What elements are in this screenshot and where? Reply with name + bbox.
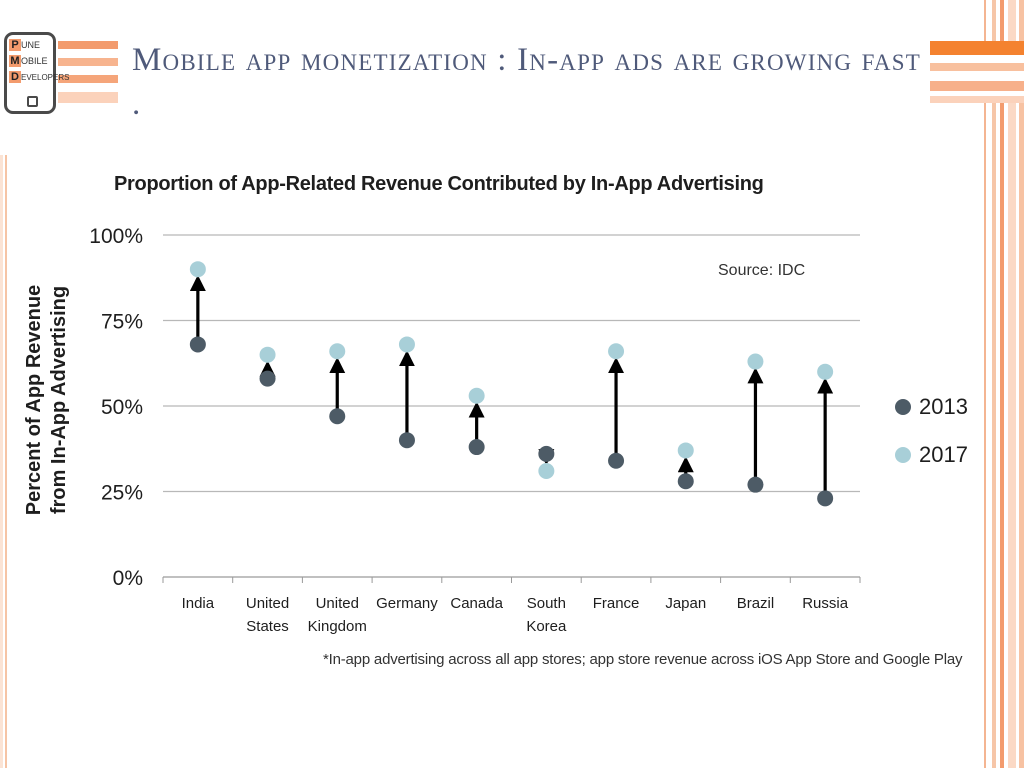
x-tick-label-line: United (316, 595, 359, 612)
y-tick-label: 0% (113, 567, 143, 590)
phone-button-icon (27, 96, 38, 107)
x-tick-label: Brazil (737, 595, 775, 612)
legend-label-2017: 2017 (919, 442, 968, 467)
x-tick-label: United States (246, 595, 289, 635)
data-point-2017 (189, 261, 206, 278)
x-tick-label-line: Brazil (737, 595, 775, 612)
left-decorative-stripes (0, 155, 10, 768)
x-tick-label-line: South (527, 595, 566, 612)
x-tick-label: Germany (376, 595, 438, 612)
y-tick-label: 25% (101, 482, 143, 505)
x-tick-label-line: Canada (450, 595, 503, 612)
logo-text-obile: OBILE (21, 56, 48, 66)
legend-marker-2017 (895, 447, 911, 463)
title-left-decorative-bars (58, 41, 118, 103)
legend-item-2013: 2013 (895, 394, 968, 420)
x-tick-label-line: Kingdom (308, 618, 367, 635)
slide-title: Mobile app monetization : In-app ads are… (132, 42, 921, 122)
logo-cap-d: D (9, 71, 21, 83)
x-tick-label: France (593, 595, 640, 612)
logo-line-1: P UNE (9, 39, 40, 51)
logo-cap-m: M (9, 55, 21, 67)
logo-cap-p: P (9, 39, 21, 51)
data-point-2013 (398, 432, 415, 449)
pune-mobile-developers-logo: P UNE MOBILE D EVELOPERS (4, 32, 69, 114)
source-note: Source: IDC (718, 262, 806, 279)
y-tick-label: 100% (89, 225, 143, 248)
data-point-2013 (468, 439, 485, 456)
data-point-2013 (747, 476, 764, 493)
data-point-2017 (398, 336, 415, 353)
x-tick-label-line: Korea (526, 618, 567, 635)
x-tick-label: Japan (665, 595, 706, 612)
data-point-2017 (329, 343, 346, 360)
data-point-2017 (259, 346, 276, 363)
x-tick-label-line: United (246, 595, 289, 612)
x-tick-label-line: Russia (802, 595, 849, 612)
title-right-decorative-bars (930, 41, 1024, 103)
chart-footnote: *In-app advertising across all app store… (323, 651, 963, 668)
x-tick-label-line: India (182, 595, 215, 612)
logo-line-2: MOBILE (9, 55, 48, 67)
chart-panel (14, 163, 982, 673)
legend-label-2013: 2013 (919, 394, 968, 419)
y-tick-label: 50% (101, 396, 143, 419)
logo-text-une: UNE (21, 40, 41, 50)
data-point-2017 (538, 462, 555, 479)
data-point-2013 (677, 473, 694, 490)
data-point-2013 (259, 370, 276, 387)
right-decorative-stripes (982, 0, 1024, 768)
x-tick-label: South Korea (526, 595, 567, 635)
y-tick-label: 75% (101, 311, 143, 334)
x-tick-label-line: Germany (376, 595, 438, 612)
data-point-2017 (747, 353, 764, 370)
data-point-2017 (677, 442, 694, 459)
data-point-2017 (608, 343, 625, 360)
logo-text-evelopers: EVELOPERS (21, 73, 70, 82)
data-point-2013 (538, 445, 555, 462)
data-point-2013 (189, 336, 206, 353)
legend-item-2017: 2017 (895, 442, 968, 468)
x-tick-label: Russia (802, 595, 849, 612)
x-tick-label-line: States (246, 618, 289, 635)
x-tick-label-line: France (593, 595, 640, 612)
data-point-2017 (817, 363, 834, 380)
logo-line-3: D EVELOPERS (9, 71, 69, 84)
data-point-2017 (468, 387, 485, 404)
x-tick-label: Canada (450, 595, 503, 612)
legend-marker-2013 (895, 399, 911, 415)
x-tick-label: United Kingdom (308, 595, 367, 635)
x-tick-label-line: Japan (665, 595, 706, 612)
chart-title: Proportion of App-Related Revenue Contri… (114, 173, 764, 195)
data-point-2013 (608, 452, 625, 469)
data-point-2013 (817, 490, 834, 507)
x-tick-label: India (182, 595, 215, 612)
data-point-2013 (329, 408, 346, 425)
